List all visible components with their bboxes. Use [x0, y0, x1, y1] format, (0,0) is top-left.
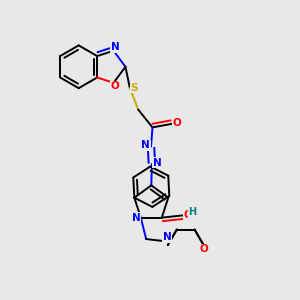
Text: N: N [141, 140, 150, 150]
Text: O: O [111, 81, 119, 92]
Text: H: H [188, 207, 196, 217]
Text: O: O [200, 244, 208, 254]
Text: N: N [132, 213, 140, 223]
Text: N: N [153, 158, 162, 168]
Text: O: O [172, 118, 181, 128]
Text: N: N [111, 42, 119, 52]
Text: S: S [130, 82, 138, 93]
Text: O: O [184, 210, 193, 220]
Text: N: N [163, 232, 171, 242]
